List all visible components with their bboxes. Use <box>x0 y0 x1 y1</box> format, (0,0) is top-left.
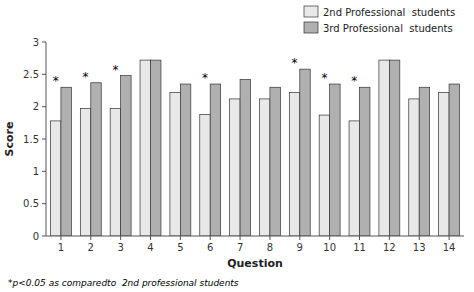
x-tick-label: 7 <box>237 242 243 253</box>
y-tick <box>42 171 46 172</box>
y-tick-label: 1 <box>33 166 39 177</box>
bar <box>80 109 90 236</box>
y-tick-label: 3 <box>33 37 39 48</box>
legend: 2nd Professional students 3rd Professiona… <box>304 6 455 34</box>
bar <box>61 87 71 236</box>
legend-label: 2nd Professional students <box>323 7 455 18</box>
x-tick <box>329 236 330 240</box>
x-tick-label: 2 <box>88 242 94 253</box>
x-tick-label: 1 <box>58 242 64 253</box>
x-tick <box>60 236 61 240</box>
x-tick <box>269 236 270 240</box>
bar <box>270 87 280 236</box>
bar <box>180 84 190 236</box>
x-tick-label: 10 <box>323 242 336 253</box>
x-tick-label: 5 <box>177 242 183 253</box>
annotation: * <box>292 56 298 70</box>
bar <box>121 76 131 236</box>
y-tick-label: 0 <box>33 231 39 242</box>
x-tick <box>449 236 450 240</box>
y-tick-label: 2 <box>33 101 39 112</box>
bar <box>240 80 250 236</box>
x-tick-label: 3 <box>117 242 123 253</box>
y-tick <box>42 236 46 237</box>
legend-label: 3rd Professional students <box>323 23 453 34</box>
x-tick <box>180 236 181 240</box>
bar <box>91 83 101 236</box>
x-axis: 1234567891011121314 <box>58 236 456 253</box>
y-tick <box>42 203 46 204</box>
bar <box>200 114 210 236</box>
bar <box>110 109 120 236</box>
y-tick-label: 0.5 <box>23 198 39 209</box>
x-tick-label: 12 <box>383 242 396 253</box>
x-tick-label: 8 <box>267 242 273 253</box>
y-tick <box>42 74 46 75</box>
y-tick <box>42 139 46 140</box>
x-tick <box>120 236 121 240</box>
bar <box>151 60 161 236</box>
bar <box>449 84 459 236</box>
annotation: * <box>351 74 357 88</box>
y-axis: 0 0.5 1 1.5 2 2.5 3 <box>23 37 46 242</box>
bar <box>210 84 220 236</box>
legend-swatch <box>304 6 318 17</box>
x-tick-label: 4 <box>147 242 153 253</box>
bar <box>289 92 299 236</box>
y-axis-label: Score <box>3 122 16 157</box>
annotation: * <box>53 74 59 88</box>
footnote: *p<0.05 as comparedto 2nd professional s… <box>8 278 239 288</box>
annotation: * <box>202 71 208 85</box>
bar <box>230 99 240 236</box>
bar <box>259 99 269 236</box>
y-tick <box>42 106 46 107</box>
x-tick <box>210 236 211 240</box>
bars <box>50 60 459 236</box>
bar <box>409 99 419 236</box>
x-axis-label: Question <box>227 257 283 270</box>
y-axis-line <box>46 42 47 236</box>
x-tick <box>90 236 91 240</box>
x-tick <box>150 236 151 240</box>
annotation: * <box>83 70 89 84</box>
annotation: * <box>321 71 327 85</box>
bar <box>330 84 340 236</box>
x-tick <box>359 236 360 240</box>
y-tick-label: 1.5 <box>23 134 39 145</box>
bar <box>50 121 60 236</box>
legend-swatch <box>304 22 318 33</box>
x-tick-label: 14 <box>443 242 456 253</box>
x-tick <box>240 236 241 240</box>
x-tick-label: 11 <box>353 242 366 253</box>
bar <box>360 87 370 236</box>
bar <box>439 92 449 236</box>
y-tick-label: 2.5 <box>23 69 39 80</box>
bar <box>379 60 389 236</box>
x-tick-label: 9 <box>297 242 303 253</box>
x-tick-label: 13 <box>413 242 426 253</box>
bar <box>170 92 180 236</box>
chart: 00.511.522.531234567891011121314*******Q… <box>0 0 474 292</box>
bar <box>300 69 310 236</box>
y-tick <box>42 42 46 43</box>
x-axis-line <box>46 236 464 237</box>
x-tick-label: 6 <box>207 242 213 253</box>
bar <box>319 115 329 236</box>
bar <box>389 60 399 236</box>
bar <box>349 121 359 236</box>
annotation: * <box>112 63 118 77</box>
x-tick <box>299 236 300 240</box>
x-tick <box>419 236 420 240</box>
bar <box>419 87 429 236</box>
bar <box>140 60 150 236</box>
x-tick <box>389 236 390 240</box>
